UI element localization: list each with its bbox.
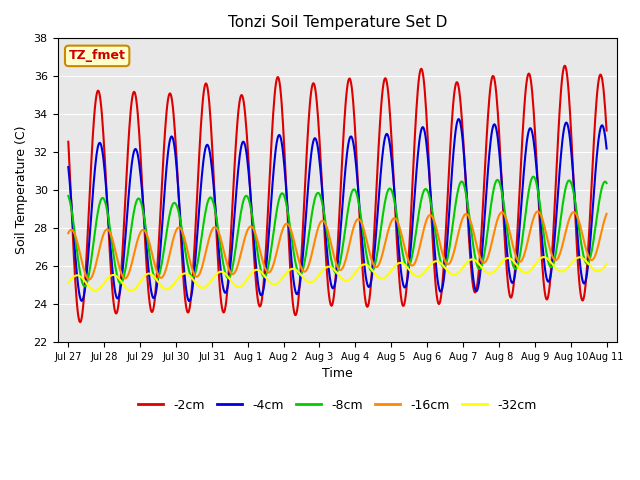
-8cm bbox=[81, 283, 88, 289]
-16cm bbox=[86, 276, 93, 282]
-16cm bbox=[394, 219, 401, 225]
-32cm bbox=[394, 261, 401, 267]
-16cm bbox=[603, 211, 611, 217]
Line: -2cm: -2cm bbox=[68, 66, 607, 322]
-8cm bbox=[275, 200, 282, 206]
-8cm bbox=[254, 251, 262, 257]
-32cm bbox=[275, 280, 282, 286]
-8cm bbox=[128, 219, 136, 225]
-8cm bbox=[530, 174, 538, 180]
-4cm bbox=[275, 133, 282, 139]
-2cm bbox=[275, 74, 282, 80]
-16cm bbox=[227, 270, 235, 276]
X-axis label: Time: Time bbox=[322, 367, 353, 380]
-32cm bbox=[424, 265, 431, 271]
-8cm bbox=[603, 180, 611, 186]
-4cm bbox=[424, 152, 431, 158]
-2cm bbox=[65, 139, 72, 144]
Line: -32cm: -32cm bbox=[68, 257, 607, 291]
-32cm bbox=[603, 261, 611, 267]
-2cm bbox=[254, 297, 262, 302]
-4cm bbox=[454, 116, 462, 122]
-2cm bbox=[603, 128, 611, 133]
Line: -4cm: -4cm bbox=[68, 119, 607, 301]
-8cm bbox=[424, 188, 431, 194]
-2cm bbox=[128, 95, 136, 101]
-32cm bbox=[540, 254, 547, 260]
-8cm bbox=[65, 193, 72, 199]
-2cm bbox=[561, 63, 568, 69]
-16cm bbox=[65, 230, 72, 236]
-4cm bbox=[185, 298, 193, 304]
-4cm bbox=[127, 164, 135, 169]
-8cm bbox=[394, 216, 401, 222]
-4cm bbox=[227, 255, 235, 261]
-4cm bbox=[254, 279, 262, 285]
Line: -8cm: -8cm bbox=[68, 177, 607, 286]
Title: Tonzi Soil Temperature Set D: Tonzi Soil Temperature Set D bbox=[228, 15, 447, 30]
-32cm bbox=[254, 267, 262, 273]
-2cm bbox=[424, 134, 431, 140]
-4cm bbox=[603, 145, 611, 151]
-32cm bbox=[128, 288, 136, 294]
-4cm bbox=[65, 164, 72, 170]
-2cm bbox=[394, 248, 401, 254]
-32cm bbox=[127, 288, 135, 294]
-2cm bbox=[227, 228, 235, 233]
-32cm bbox=[227, 278, 235, 284]
-16cm bbox=[254, 239, 262, 244]
Text: TZ_fmet: TZ_fmet bbox=[68, 49, 125, 62]
-16cm bbox=[534, 209, 541, 215]
-4cm bbox=[394, 229, 401, 235]
Y-axis label: Soil Temperature (C): Soil Temperature (C) bbox=[15, 126, 28, 254]
Legend: -2cm, -4cm, -8cm, -16cm, -32cm: -2cm, -4cm, -8cm, -16cm, -32cm bbox=[133, 394, 541, 417]
-16cm bbox=[424, 215, 431, 220]
-8cm bbox=[227, 270, 235, 276]
-2cm bbox=[76, 319, 84, 325]
-32cm bbox=[65, 280, 72, 286]
Line: -16cm: -16cm bbox=[68, 212, 607, 279]
-16cm bbox=[128, 259, 136, 265]
-16cm bbox=[275, 243, 282, 249]
